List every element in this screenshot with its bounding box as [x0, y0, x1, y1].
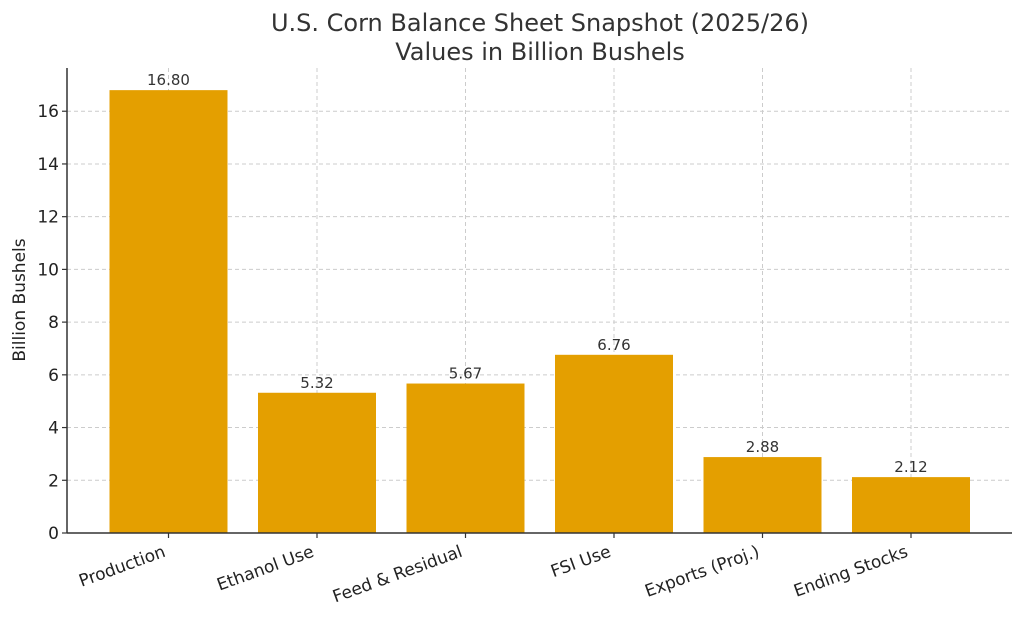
bar — [852, 477, 970, 533]
bar — [555, 354, 673, 533]
x-tick-label: FSI Use — [548, 542, 614, 582]
y-tick-label: 12 — [37, 208, 59, 228]
bar — [109, 90, 228, 534]
chart-title: U.S. Corn Balance Sheet Snapshot (2025/2… — [271, 9, 809, 37]
y-tick-label: 8 — [48, 313, 59, 333]
x-tick-label: Production — [76, 542, 168, 592]
bar-layer: 16.80 5.32 5.67 6.76 2.88 2.12 — [109, 71, 970, 534]
bar-value-label: 2.12 — [894, 458, 927, 476]
y-tick-label: 6 — [48, 366, 59, 386]
bar — [406, 383, 525, 533]
x-tick-label: Ending Stocks — [791, 542, 911, 602]
bar-value-label: 5.67 — [449, 365, 482, 383]
bar — [703, 457, 822, 533]
bar-value-label: 5.32 — [300, 374, 333, 392]
x-tick-label: Feed & Residual — [330, 542, 465, 607]
y-tick-label: 10 — [37, 260, 59, 280]
y-tick-label: 0 — [48, 524, 59, 544]
y-tick-label: 14 — [37, 155, 59, 175]
y-axis-label: Billion Bushels — [10, 238, 30, 361]
chart-subtitle: Values in Billion Bushels — [395, 38, 685, 66]
bar-value-label: 2.88 — [746, 438, 779, 456]
bar-value-label: 6.76 — [597, 336, 630, 354]
bar-value-label: 16.80 — [147, 71, 190, 89]
y-tick-label: 16 — [37, 102, 59, 122]
x-tick-label: Exports (Proj.) — [642, 542, 762, 602]
x-tick-label: Ethanol Use — [214, 542, 316, 596]
bar — [258, 392, 376, 533]
y-tick-label: 4 — [48, 419, 59, 439]
y-tick-label: 2 — [48, 471, 59, 491]
